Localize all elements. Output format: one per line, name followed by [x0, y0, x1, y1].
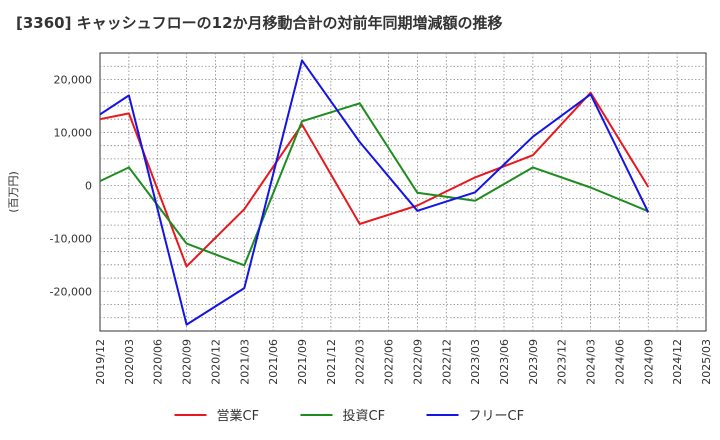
series-line-1	[99, 102, 649, 267]
series-line-2	[99, 59, 650, 326]
y-tick-label: 20,000	[54, 73, 93, 86]
legend-label-2: フリーCF	[469, 409, 525, 424]
x-tick-label: 2024/06	[613, 339, 626, 385]
x-tick-labels: 2019/12 2020/03 2020/06 2020/09 2020/12 2021/…	[94, 339, 713, 385]
x-tick-label: 2021/12	[325, 339, 338, 385]
series-line-0	[99, 91, 650, 268]
x-tick-label: 2022/03	[354, 339, 367, 385]
y-tick-label: 10,000	[54, 126, 93, 139]
x-tick-label: 2023/09	[527, 339, 540, 385]
y-tick-label: -10,000	[50, 232, 92, 245]
chart-title: [3360] キャッシュフローの12か月移動合計の対前年同期増減額の推移	[16, 14, 503, 32]
y-tick-label: -20,000	[50, 285, 92, 298]
x-tick-label: 2020/09	[181, 339, 194, 385]
series-layer	[99, 59, 650, 326]
y-tick-label: 0	[85, 179, 92, 192]
x-tick-label: 2020/12	[209, 339, 222, 385]
grid-layer	[99, 52, 707, 332]
x-tick-label: 2020/06	[152, 339, 165, 385]
plot-area	[99, 52, 707, 332]
x-tick-label: 2020/03	[123, 339, 136, 385]
x-tick-label: 2022/12	[440, 339, 453, 385]
legend: 営業CF 投資CF フリーCF	[174, 408, 525, 424]
x-tick-label: 2024/03	[585, 339, 598, 385]
y-tick-labels: 20,000 10,000 0 -10,000 -20,000 (百万円)	[7, 73, 92, 298]
legend-label-1: 投資CF	[343, 408, 386, 424]
x-tick-label: 2024/09	[642, 339, 655, 385]
x-tick-label: 2021/03	[238, 339, 251, 385]
y-axis-label: (百万円)	[7, 171, 20, 213]
x-tick-label: 2022/09	[411, 339, 424, 385]
legend-label-0: 営業CF	[217, 408, 260, 424]
x-tick-label: 2024/12	[671, 339, 684, 385]
x-tick-label: 2021/06	[267, 339, 280, 385]
x-tick-label: 2021/09	[296, 339, 309, 385]
x-tick-label: 2023/12	[556, 339, 569, 385]
x-tick-label: 2019/12	[94, 339, 107, 385]
x-tick-label: 2023/06	[498, 339, 511, 385]
x-tick-label: 2023/03	[469, 339, 482, 385]
x-tick-label: 2025/03	[700, 339, 713, 385]
x-tick-label: 2022/06	[383, 339, 396, 385]
